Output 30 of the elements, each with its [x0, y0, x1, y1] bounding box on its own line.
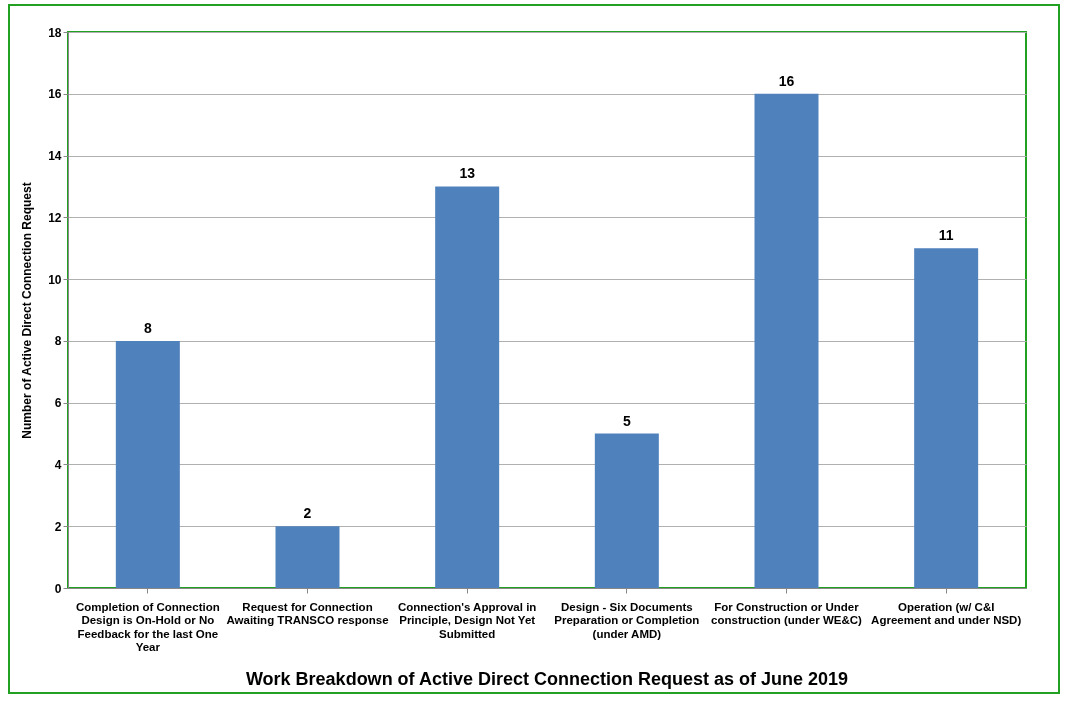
- y-tick-label: 0: [54, 581, 62, 596]
- data-label: 11: [938, 227, 954, 244]
- data-label: 8: [143, 319, 152, 336]
- y-tick-label: 12: [48, 210, 62, 225]
- bar: [594, 433, 659, 588]
- data-label: 13: [459, 165, 476, 182]
- bar: [275, 526, 340, 588]
- data-label: 16: [778, 72, 795, 89]
- bar: [914, 248, 979, 588]
- y-tick-label: 10: [48, 272, 62, 287]
- x-tick-label: For Construction or Under construction (under WE&C): [711, 600, 863, 626]
- y-tick-label: 16: [48, 87, 62, 102]
- y-tick-label: 2: [54, 519, 62, 534]
- y-tick-label: 4: [54, 457, 62, 472]
- data-label: 2: [303, 505, 312, 522]
- bar: [115, 340, 180, 588]
- y-tick-label: 8: [54, 334, 62, 349]
- x-tick-label: Completion of Connection Design is On-Hold or No Feedback for the last One Year: [75, 600, 220, 653]
- data-label: 5: [622, 412, 631, 429]
- y-axis-title: Number of Active Direct Connection Request: [20, 182, 35, 439]
- bar: [435, 186, 500, 588]
- y-tick-label: 14: [48, 149, 62, 164]
- text: Work Breakdown of Active Direct Connection Request as of June 2019: [245, 669, 849, 689]
- x-tick-label: Design - Six Documents Preparation or Completion (under AMD): [554, 600, 700, 640]
- x-tick-label: Operation (w/ C&I Agreement and under NSD): [871, 600, 1022, 626]
- y-tick-label: 6: [54, 396, 62, 411]
- x-tick-label: Connection's Approval in Principle, Design Not Yet Submitted: [397, 600, 537, 640]
- x-tick-label: Request for Connection Awaiting TRANSCO response: [226, 600, 389, 626]
- y-tick-label: 18: [48, 25, 62, 40]
- bar: [754, 93, 819, 588]
